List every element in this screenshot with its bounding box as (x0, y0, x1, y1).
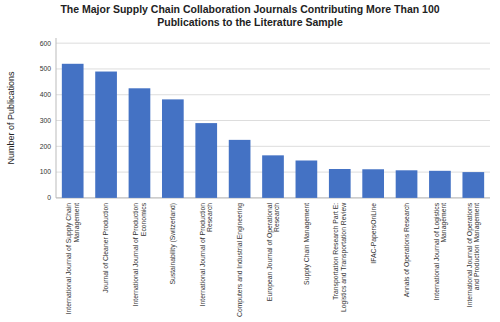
grid (56, 43, 490, 198)
bar (95, 72, 117, 198)
bar (262, 155, 284, 198)
x-tick-label: International Journal of ProductionEcono… (132, 202, 147, 306)
chart: The Major Supply Chain Collaboration Jou… (0, 0, 500, 322)
bar (195, 123, 217, 198)
y-tick-label: 600 (40, 40, 52, 47)
y-tick-labels: 0 100 200 300 400 500 600 (40, 40, 52, 202)
x-tick-label: Annals of Operations Research (403, 203, 411, 298)
y-axis-label: Number of Publications (6, 71, 16, 165)
x-tick-label: International Journal of LogisticsManage… (433, 202, 449, 300)
y-axis-line (56, 38, 57, 198)
x-tick-label: IFAC-PapersOnLine (370, 203, 378, 264)
bar (229, 140, 251, 198)
y-tick-label: 0 (47, 194, 51, 201)
grid-line (56, 68, 490, 69)
x-tick-label: Sustainability (Switzerland) (169, 203, 177, 285)
grid-line (56, 43, 490, 44)
bars (62, 64, 484, 198)
bar (296, 160, 318, 197)
grid-line (56, 146, 490, 147)
x-tick-label: Computers and Industrial Engineering (236, 203, 244, 317)
bar (129, 88, 151, 198)
bar (62, 64, 84, 198)
x-tick-label: Journal of Cleaner Production (102, 203, 109, 293)
x-tick-label: International Journal of Operationsand P… (466, 202, 482, 307)
y-tick-label: 200 (40, 143, 52, 150)
bar (462, 172, 484, 198)
bar (429, 171, 451, 198)
bar (162, 99, 184, 198)
grid-line (56, 94, 490, 95)
bar (396, 170, 418, 198)
grid-line (56, 120, 490, 121)
title: The Major Supply Chain Collaboration Jou… (60, 3, 439, 28)
x-tick-label: Supply Chain Management (303, 203, 311, 285)
y-tick-label: 100 (40, 168, 52, 175)
y-tick-label: 500 (40, 65, 52, 72)
x-tick-label: International Journal of ProductionResea… (199, 203, 214, 307)
y-tick-label: 400 (40, 91, 52, 98)
x-tick-labels: International Journal of Supply ChainMan… (65, 202, 481, 317)
x-tick-label: Transportation Research Part E:Logistics… (332, 203, 348, 312)
y-tick-label: 300 (40, 117, 52, 124)
x-tick-label: European Journal of OperationalResearch (266, 202, 281, 301)
x-tick-label: International Journal of Supply ChainMan… (65, 203, 81, 315)
bar (362, 169, 384, 198)
bar (329, 169, 351, 198)
